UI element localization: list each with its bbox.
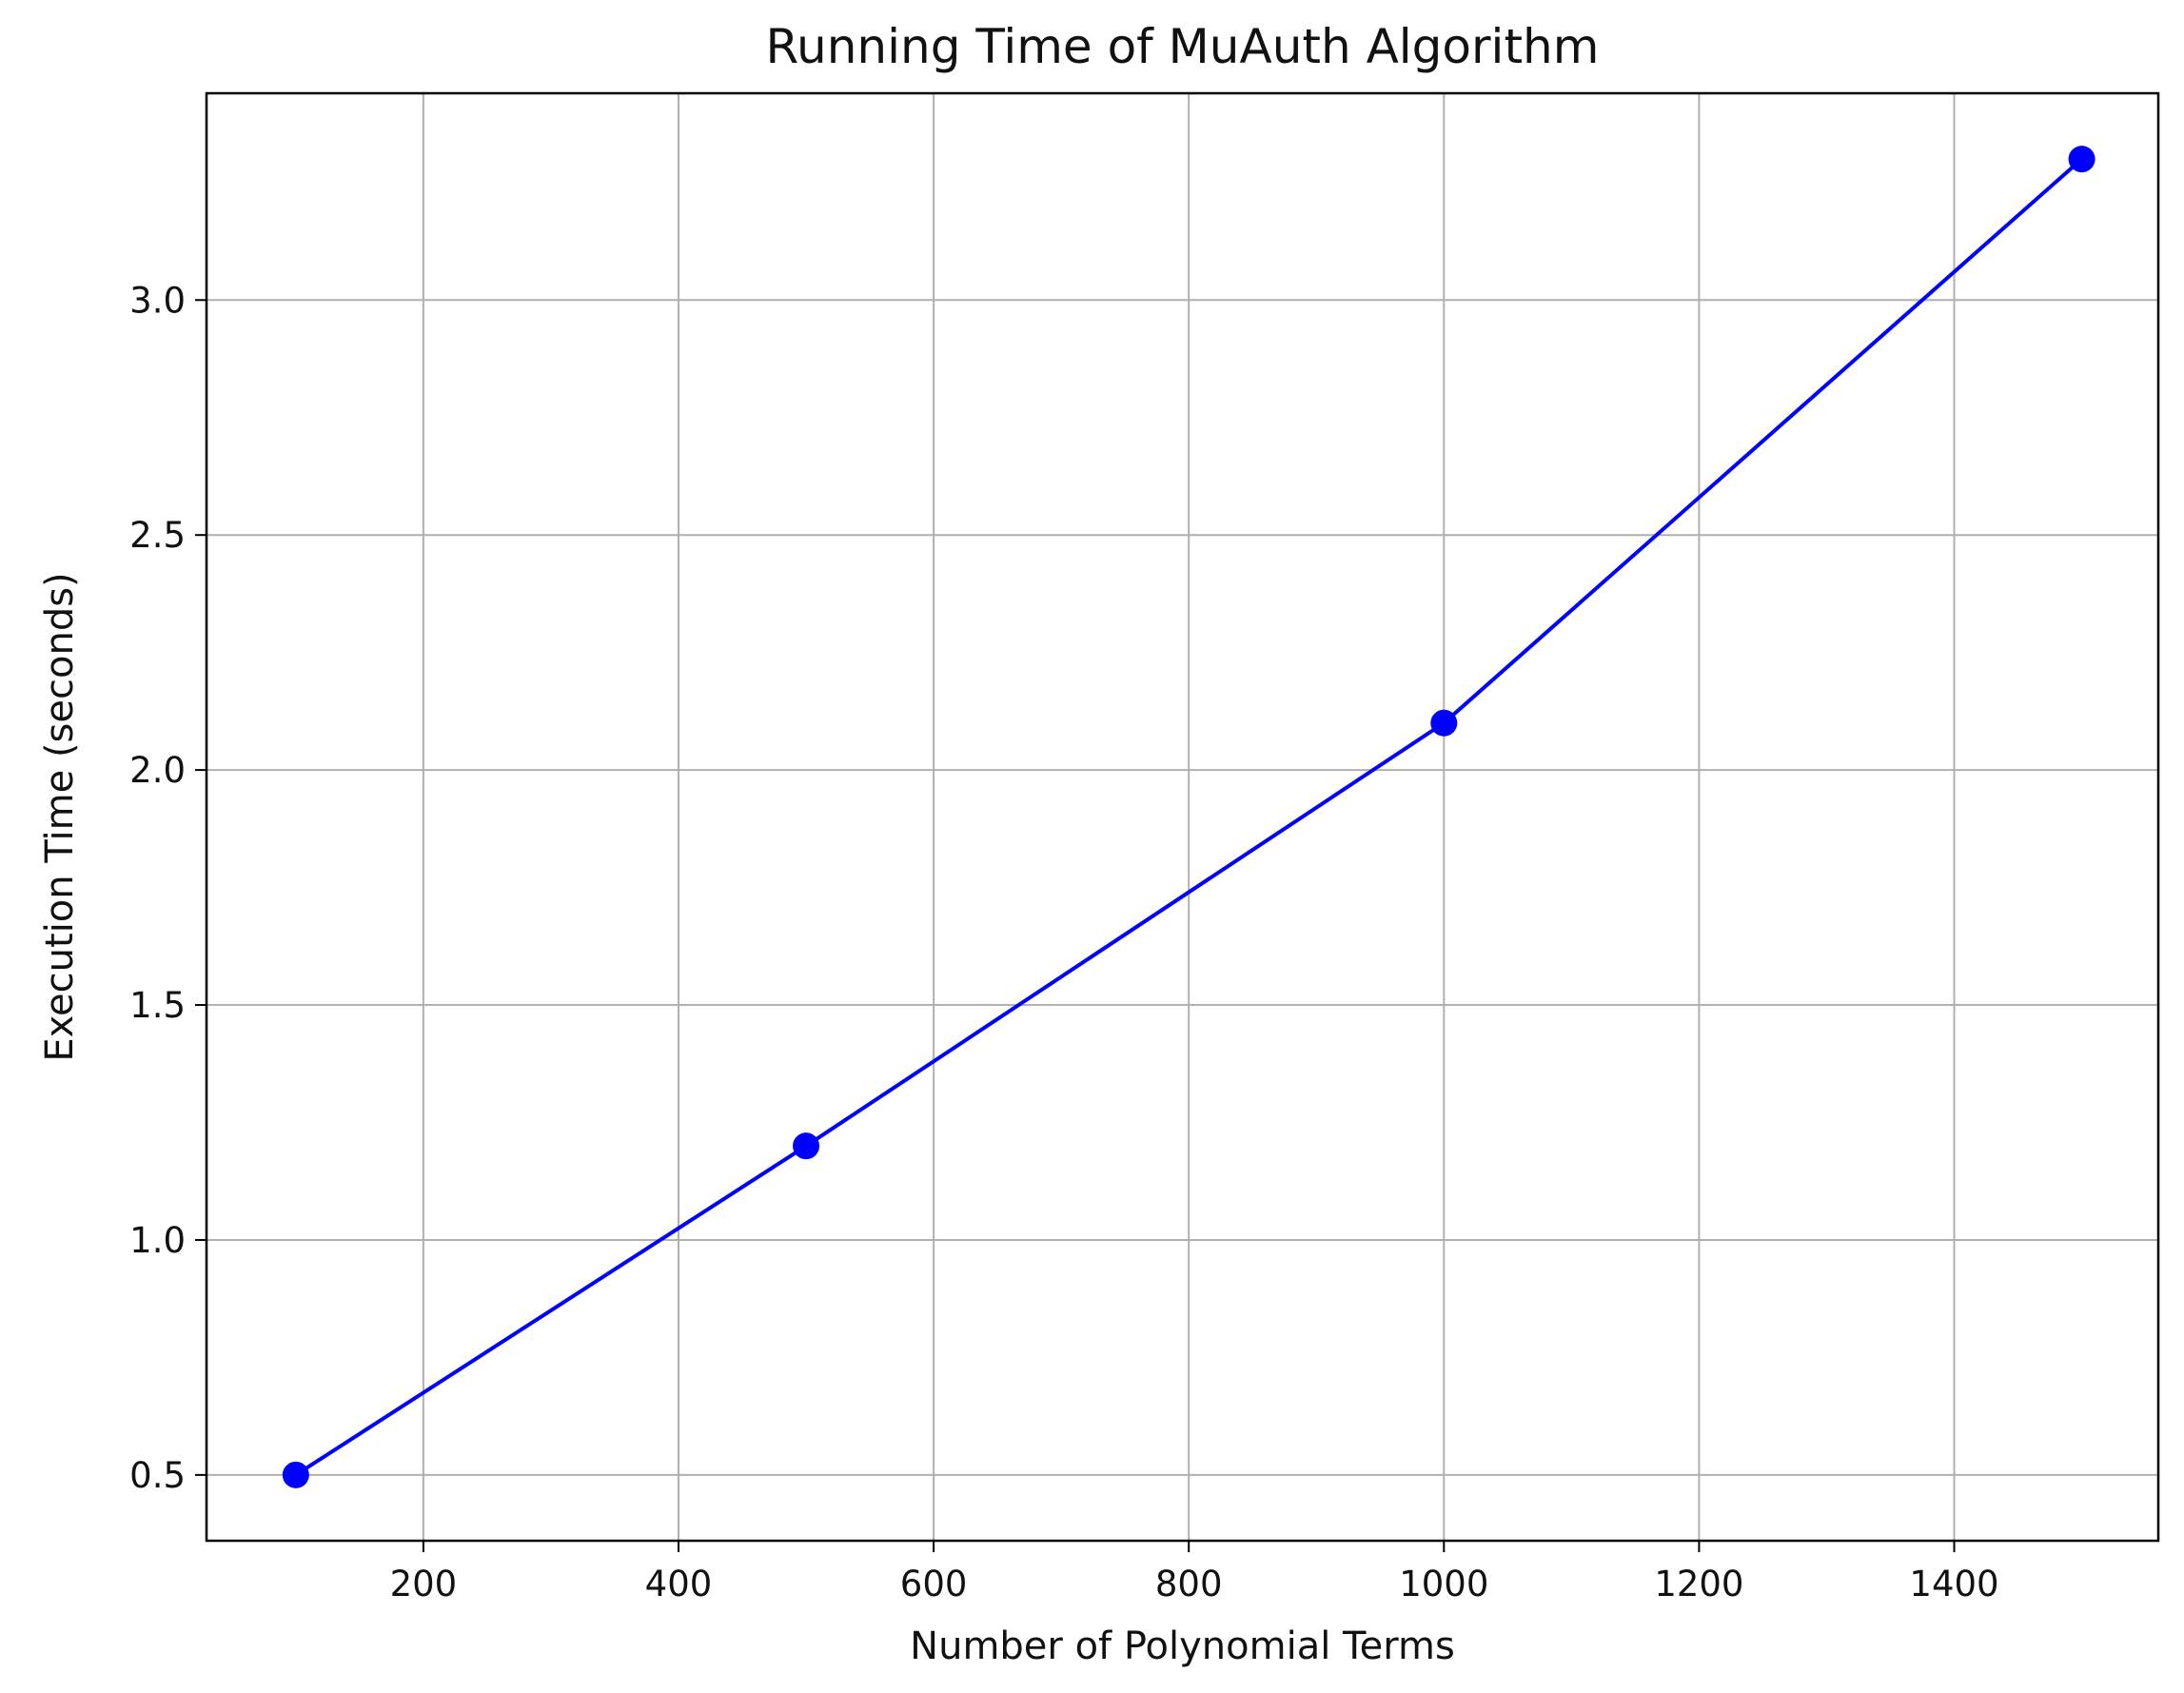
y-tick-label: 2.0	[129, 750, 186, 791]
chart-title: Running Time of MuAuth Algorithm	[766, 19, 1600, 74]
x-tick-label: 1400	[1909, 1564, 1998, 1604]
data-point	[2068, 146, 2095, 173]
data-point	[793, 1132, 820, 1160]
x-tick-label: 1200	[1654, 1564, 1743, 1604]
y-axis-label: Execution Time (seconds)	[38, 572, 82, 1061]
x-tick-label: 200	[390, 1564, 458, 1604]
data-point	[1430, 709, 1458, 737]
y-tick-label: 3.0	[129, 280, 186, 321]
grid	[207, 93, 2158, 1541]
ticks: 200 400 600 800 1000 1200 1400 0.5 1.0 1.5 2.0 2.5 3…	[129, 280, 1998, 1604]
y-tick-label: 0.5	[129, 1455, 186, 1496]
y-tick-label: 1.5	[129, 985, 186, 1026]
series-line	[294, 157, 2083, 1477]
x-axis-label: Number of Polynomial Terms	[910, 1624, 1455, 1668]
x-tick-label: 800	[1155, 1564, 1223, 1604]
data-point	[282, 1461, 309, 1488]
series	[282, 146, 2095, 1488]
plot-frame	[205, 91, 2160, 1543]
x-tick-label: 1000	[1399, 1564, 1488, 1604]
x-tick-label: 600	[900, 1564, 968, 1604]
x-tick-label: 400	[645, 1564, 713, 1604]
y-tick-label: 1.0	[129, 1220, 186, 1261]
y-tick-label: 2.5	[129, 515, 186, 556]
